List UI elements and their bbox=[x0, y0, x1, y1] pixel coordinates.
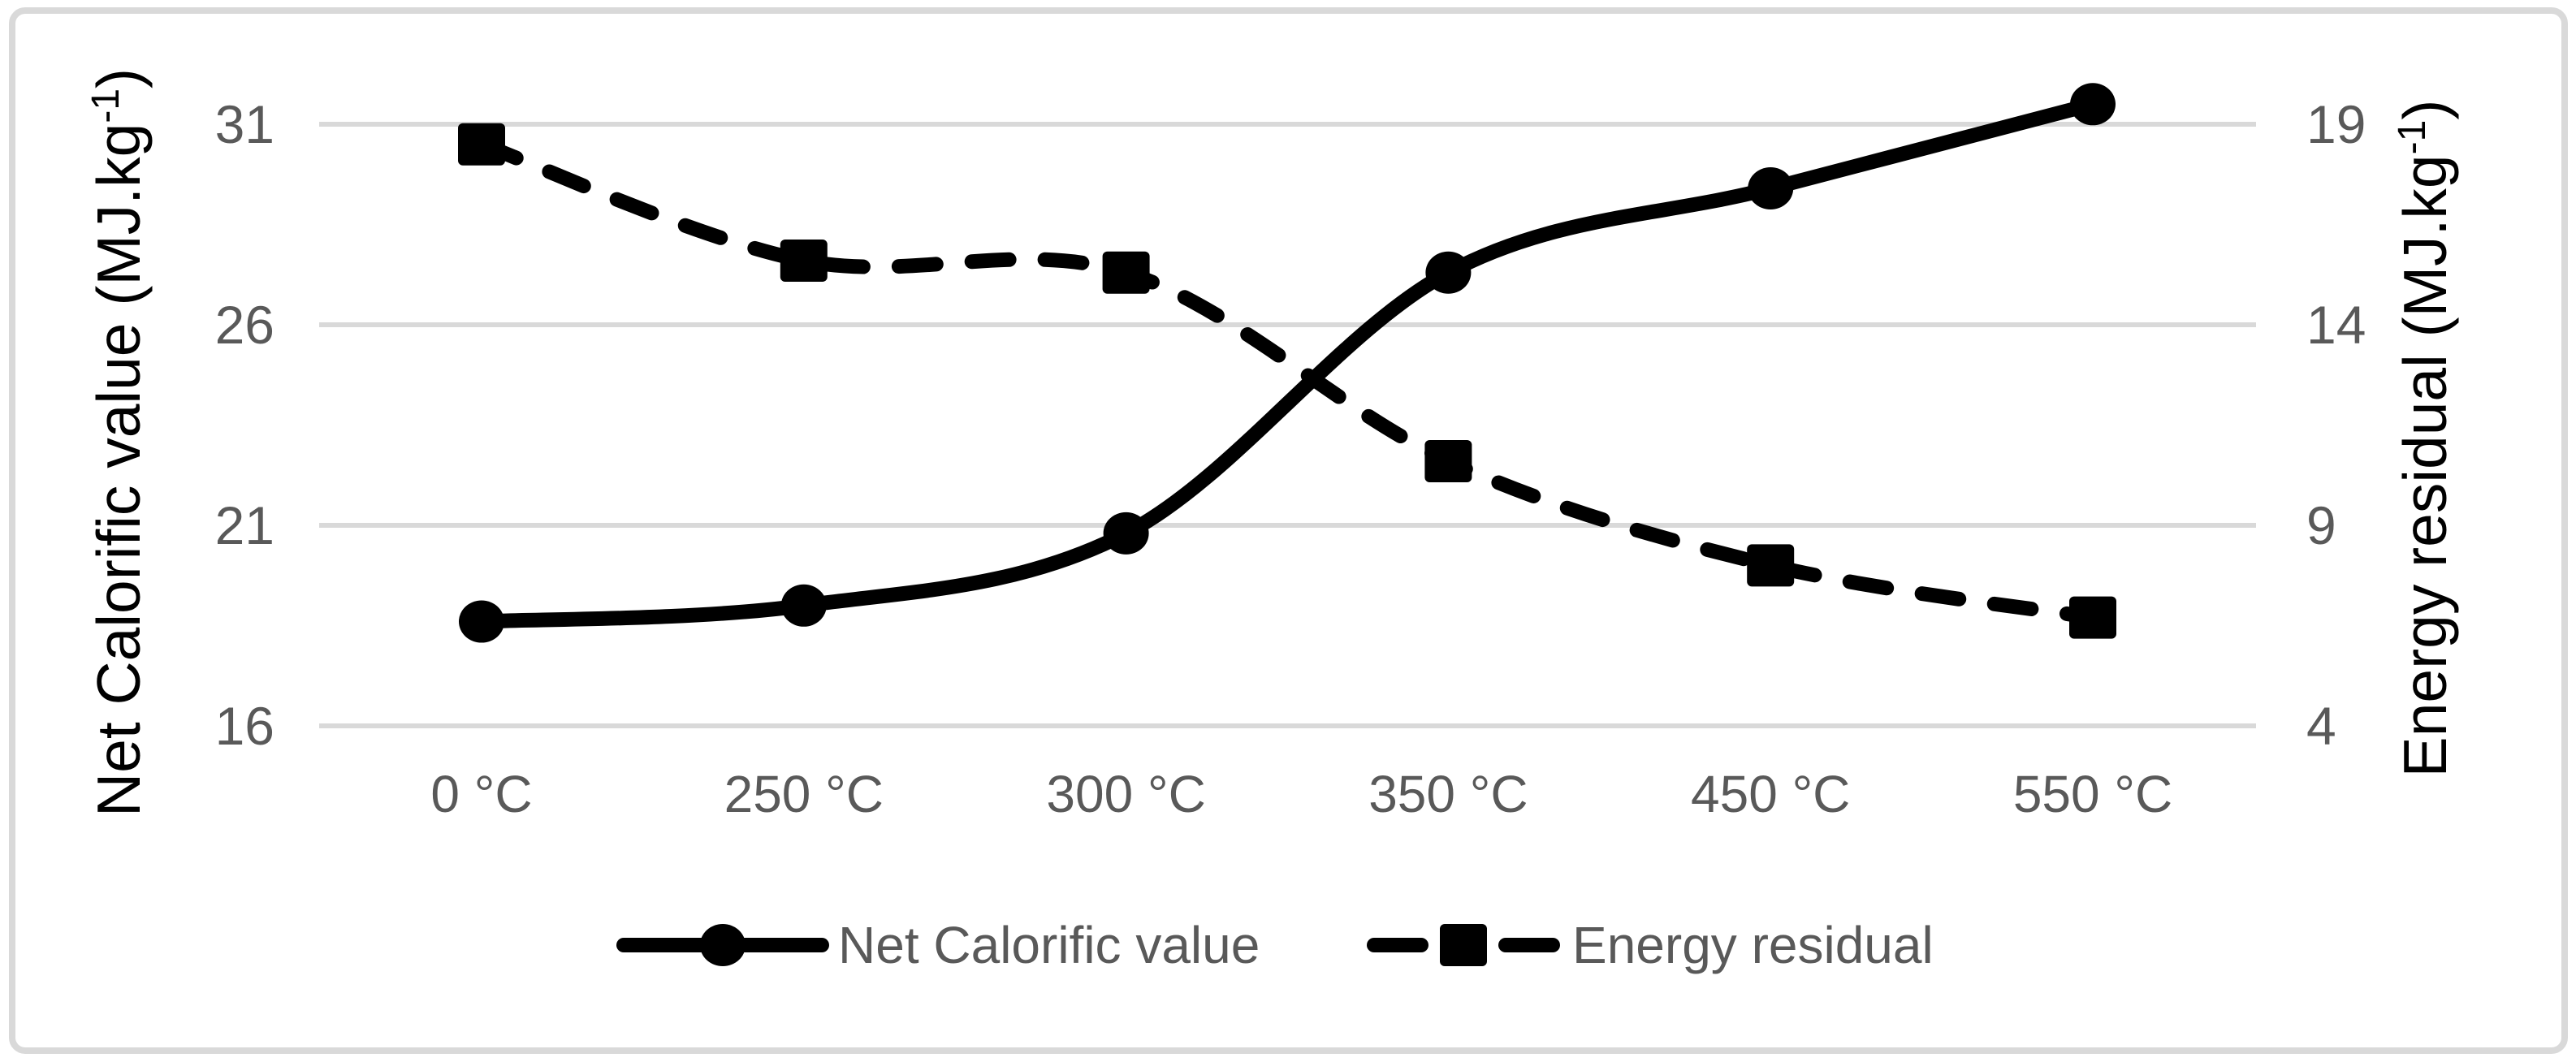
y-axis-right-tick-label: 4 bbox=[2306, 696, 2336, 756]
data-point-square-marker bbox=[780, 239, 828, 282]
axis-title-superscript: -1 bbox=[84, 88, 128, 123]
data-point-circle-marker bbox=[1748, 167, 1794, 210]
y-axis-left-tick-label: 26 bbox=[215, 295, 274, 355]
x-axis-tick-label: 450 °C bbox=[1691, 765, 1850, 823]
x-axis-tick-label: 300 °C bbox=[1046, 765, 1205, 823]
data-point-circle-marker bbox=[780, 584, 827, 627]
y-axis-left-tick-label: 16 bbox=[215, 696, 274, 756]
y-axis-right-tick-label: 9 bbox=[2306, 495, 2336, 555]
legend-square-marker-icon bbox=[1440, 924, 1487, 966]
series-line-net-calorific-value bbox=[474, 97, 2100, 629]
series-line-energy-residual bbox=[474, 136, 2100, 625]
y-axis-right-title: Energy residual (MJ.kg-1) bbox=[2391, 100, 2459, 778]
x-axis-tick-label: 550 °C bbox=[2013, 765, 2172, 823]
y-axis-left-tick-label: 21 bbox=[215, 495, 274, 555]
legend-label-energy-residual: Energy residual bbox=[1572, 916, 1934, 974]
x-axis-tick-label: 0 °C bbox=[430, 765, 532, 823]
legend-circle-marker-icon bbox=[700, 924, 746, 966]
data-point-square-marker bbox=[2069, 596, 2116, 639]
data-point-square-marker bbox=[1747, 544, 1795, 587]
data-point-square-marker bbox=[1424, 439, 1472, 482]
y-axis-right-tick-label: 14 bbox=[2306, 295, 2366, 355]
y-axis-left-tick-label: 31 bbox=[215, 94, 274, 154]
data-point-square-marker bbox=[1102, 251, 1150, 294]
chart-border bbox=[9, 7, 2568, 1054]
data-point-circle-marker bbox=[459, 600, 504, 643]
data-point-square-marker bbox=[458, 123, 505, 166]
x-axis-tick-label: 250 °C bbox=[724, 765, 884, 823]
axis-title-superscript: -1 bbox=[2391, 120, 2434, 155]
y-axis-left-title: Net Calorific value (MJ.kg-1) bbox=[84, 68, 153, 817]
x-axis-tick-label: 350 °C bbox=[1368, 765, 1528, 823]
y-axis-right-tick-label: 19 bbox=[2306, 94, 2366, 154]
data-point-circle-marker bbox=[1425, 251, 1472, 294]
legend-label-net-calorific-value: Net Calorific value bbox=[838, 916, 1260, 974]
data-point-circle-marker bbox=[2070, 83, 2116, 126]
data-point-circle-marker bbox=[1103, 512, 1149, 555]
